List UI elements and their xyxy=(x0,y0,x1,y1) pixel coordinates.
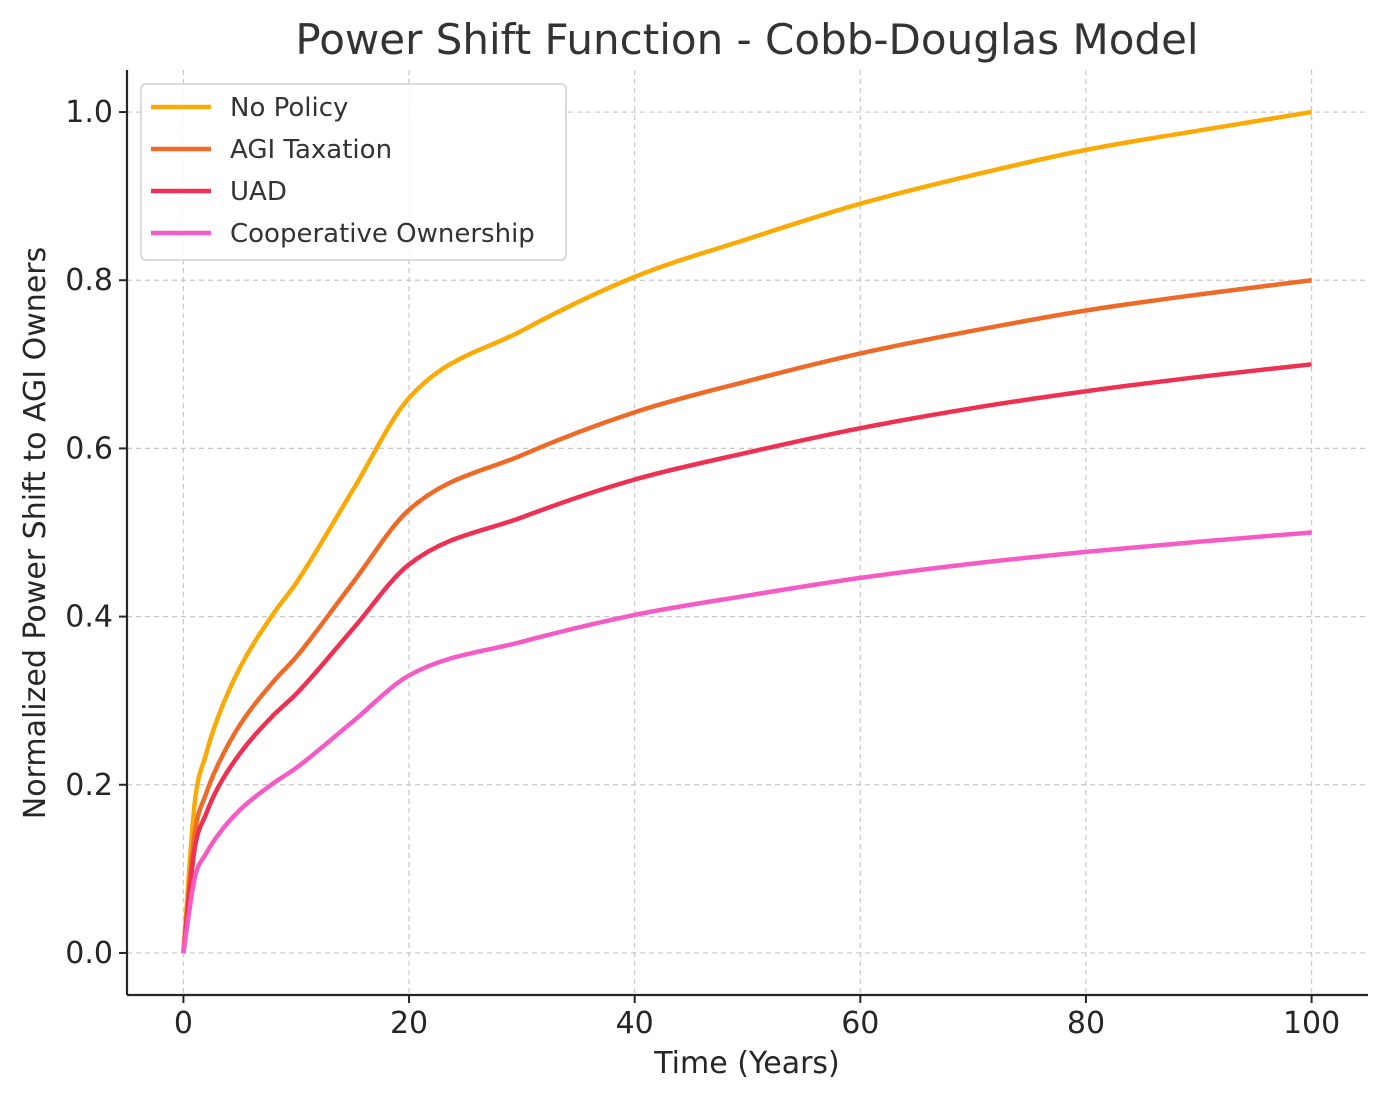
series-line-agi-taxation xyxy=(181,277,1312,954)
series-line-no-policy xyxy=(181,109,1312,954)
y-tick-label: 0.2 xyxy=(65,768,113,803)
y-axis-title: Normalized Power Shift to AGI Owners xyxy=(18,247,53,820)
y-tick-label: 0.4 xyxy=(65,600,113,635)
series-lines xyxy=(181,109,1312,954)
x-tick-label: 80 xyxy=(1067,1006,1105,1041)
x-tick-label: 20 xyxy=(390,1006,428,1041)
x-tick-label: 0 xyxy=(174,1006,193,1041)
y-tick-label: 0.8 xyxy=(65,263,113,298)
ticks: 0 20 40 60 80 100 0.0 0.2 0.4 0.6 0.8 1.0 xyxy=(65,95,1340,1041)
legend-label-cooperative-ownership: Cooperative Ownership xyxy=(230,219,535,249)
y-tick-label: 0.6 xyxy=(65,431,113,466)
axes xyxy=(125,70,1368,997)
chart-title: Power Shift Function - Cobb-Douglas Mode… xyxy=(295,15,1198,64)
series-line-uad xyxy=(181,362,1312,954)
x-tick-label: 60 xyxy=(841,1006,879,1041)
legend-label-uad: UAD xyxy=(230,177,287,207)
x-axis-title: Time (Years) xyxy=(653,1046,840,1081)
x-tick-label: 100 xyxy=(1283,1006,1340,1041)
legend: No Policy AGI Taxation UAD Cooperative Owne… xyxy=(140,83,567,261)
legend-label-agi-taxation: AGI Taxation xyxy=(230,135,392,165)
x-tick-label: 40 xyxy=(616,1006,654,1041)
y-tick-label: 1.0 xyxy=(65,95,113,130)
legend-label-no-policy: No Policy xyxy=(230,93,348,123)
y-tick-label: 0.0 xyxy=(65,936,113,971)
series-line-cooperative-ownership xyxy=(181,530,1312,954)
legend-box xyxy=(140,83,567,261)
